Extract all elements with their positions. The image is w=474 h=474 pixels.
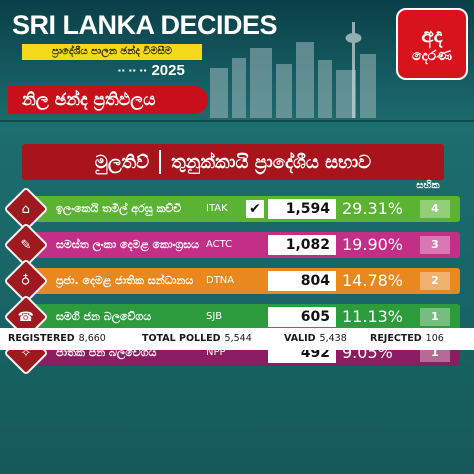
party-votes: 1,082 — [268, 235, 336, 255]
party-color-bar — [24, 232, 460, 258]
party-symbol-glyph: ☎ — [17, 309, 35, 325]
valid-label: VALID — [284, 333, 316, 344]
party-name: ඉලංකෙයි තමිල් අරසු කච්චි — [56, 202, 182, 215]
party-seats: 1 — [420, 308, 450, 326]
party-row: ☎ සමගි ජන බලවේගය SJB 605 11.13% 1 — [3, 294, 460, 340]
party-percent: 29.31% — [342, 199, 404, 218]
party-abbreviation: ACTC — [206, 239, 233, 250]
logo-line-2: දෙරණ — [412, 48, 452, 64]
results-panel: මුලතිව් තුනුක්කායි ප්‍රාදේශීය සභාව සභික … — [0, 122, 474, 474]
election-year: 2025 — [151, 61, 185, 79]
rejected-label: REJECTED — [370, 333, 422, 344]
polled-label: TOTAL POLLED — [142, 333, 221, 344]
logo-line-1: අද — [421, 23, 443, 47]
seats-column-header: සභික — [416, 180, 440, 191]
party-abbreviation: NPP — [206, 347, 226, 358]
vote-summary-bar: REGISTERED 8,660 TOTAL POLLED 5,544 VALID 5… — [0, 328, 474, 350]
heading-divider — [159, 150, 162, 174]
party-row: ⌂ ඉලංකෙයි තමිල් අරසු කච්චි ITAK ✔ 1,594 29.31… — [3, 186, 460, 232]
header: SRI LANKA DECIDES ප්‍රාදේශීය පාලන ඡන්ද ව… — [0, 0, 474, 120]
polled-value: 5,544 — [224, 333, 252, 344]
district-name: මුලතිව් — [94, 151, 150, 173]
party-symbol-glyph: ♁ — [21, 273, 31, 289]
valid-value: 5,438 — [319, 333, 347, 344]
registered-label: REGISTERED — [8, 333, 75, 344]
party-color-bar — [24, 304, 460, 330]
party-color-bar — [24, 196, 460, 222]
party-seats: 3 — [420, 236, 450, 254]
polled-stat: TOTAL POLLED 5,544 — [142, 328, 252, 350]
party-seats: 4 — [420, 200, 450, 218]
party-seats: 2 — [420, 272, 450, 290]
winner-check-icon: ✔ — [246, 200, 264, 218]
party-name: සමගි ජන බලවේගය — [56, 310, 152, 323]
election-subtitle: ප්‍රාදේශීය පාලන ඡන්ද විමසීම — [22, 44, 202, 60]
party-abbreviation: DTNA — [206, 275, 235, 286]
party-percent: 11.13% — [342, 307, 404, 326]
valid-stat: VALID 5,438 — [284, 328, 347, 350]
party-votes: 605 — [268, 307, 336, 327]
party-symbol-glyph: ⌂ — [21, 201, 31, 217]
party-percent: 19.90% — [342, 235, 404, 254]
city-skyline-graphic — [210, 22, 376, 118]
party-abbreviation: ITAK — [206, 203, 228, 214]
council-heading: මුලතිව් තුනුක්කායි ප්‍රාදේශීය සභාව — [22, 144, 444, 180]
official-result-banner: නිල ඡන්ද ප්‍රතිඵලය — [8, 86, 208, 114]
registered-value: 8,660 — [78, 333, 106, 344]
party-symbol-glyph: ✎ — [20, 237, 32, 253]
channel-logo: අද දෙරණ — [396, 8, 468, 80]
party-percent: 14.78% — [342, 271, 404, 290]
council-name: තුනුක්කායි ප්‍රාදේශීය සභාව — [171, 151, 372, 173]
rejected-stat: REJECTED 106 — [370, 328, 444, 350]
party-name: ප්‍රජා. දෙමළ ජාතික සන්ධානය — [56, 274, 194, 287]
party-votes: 804 — [268, 271, 336, 291]
party-row: ✎ සමස්ත ලංකා දෙමළ කොංග්‍රසය ACTC 1,082 19.90… — [3, 222, 460, 268]
show-title: SRI LANKA DECIDES — [12, 10, 278, 40]
flags-icon: ▪▪ ▪▪ ▪▪ — [118, 65, 148, 75]
party-abbreviation: SJB — [206, 311, 223, 322]
party-votes: 1,594 — [268, 199, 336, 219]
registered-stat: REGISTERED 8,660 — [8, 328, 106, 350]
year-row: ▪▪ ▪▪ ▪▪ 2025 — [118, 61, 185, 79]
party-color-bar — [24, 268, 460, 294]
party-row: ♁ ප්‍රජා. දෙමළ ජාතික සන්ධානය DTNA 804 14.78%… — [3, 258, 460, 304]
party-name: සමස්ත ලංකා දෙමළ කොංග්‍රසය — [56, 238, 200, 251]
rejected-value: 106 — [425, 333, 444, 344]
